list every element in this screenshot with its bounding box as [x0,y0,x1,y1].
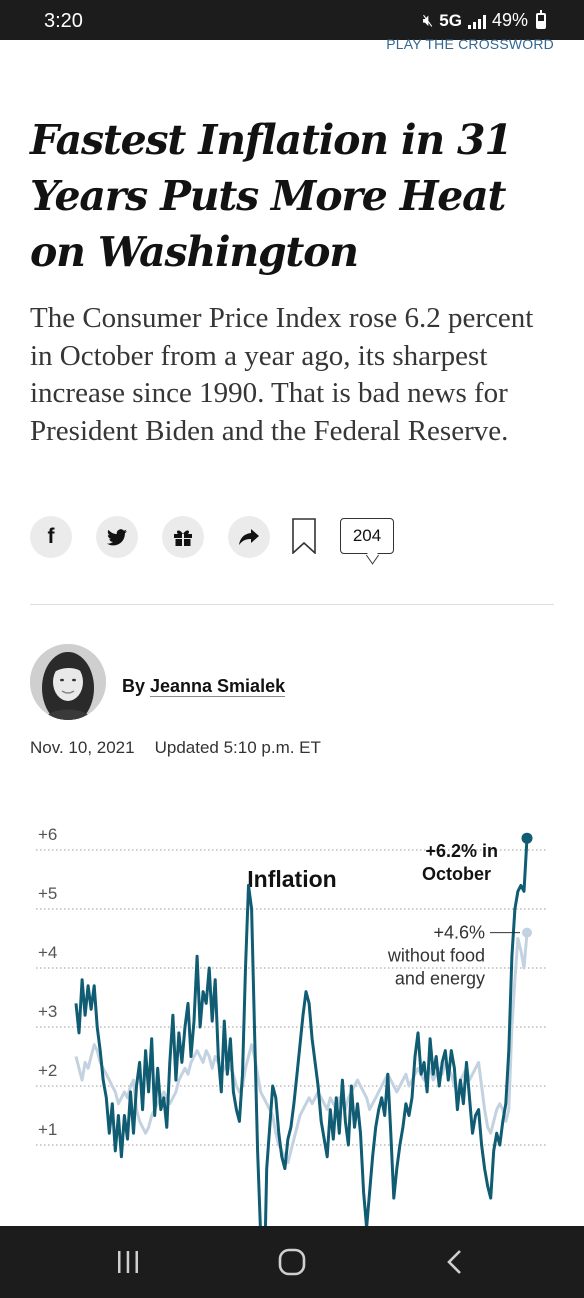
mute-icon: 🔇︎ [422,10,434,30]
article-summary: The Consumer Price Index rose 6.2 percen… [30,302,534,447]
publish-date: Nov. 10, 2021 [30,738,135,757]
y-tick-label: +3 [38,1002,57,1021]
back-button[interactable] [434,1244,474,1280]
divider [30,604,554,605]
status-indicators: 🔇︎ 5G 49% [422,9,546,31]
core-annotation: +4.6% without food and energy [387,923,485,989]
bookmark-icon [292,518,316,555]
facebook-icon: f [47,525,55,548]
y-tick-label: +2 [38,1061,57,1080]
inflation-chart-svg: +7%+6+5+4+3+2+1 Inflation +6.2% inOctobe… [36,825,548,1226]
y-tick-label: +4 [38,943,57,962]
crossword-link[interactable]: PLAY THE CROSSWORD [386,36,554,52]
home-button[interactable] [272,1244,312,1280]
inflation-chart: +7%+6+5+4+3+2+1 Inflation +6.2% inOctobe… [0,800,584,1226]
author-photo [30,644,106,720]
chart-title: Inflation [247,866,336,892]
signal-icon [467,13,486,29]
y-tick-label: +6 [38,825,57,844]
headline-annotation: +6.2% in October [422,841,498,884]
share-arrow-icon [239,529,259,545]
twitter-share-button[interactable] [96,516,138,558]
comment-count: 204 [352,526,382,545]
core-end-point [522,927,532,938]
headline-end-point [521,832,533,844]
status-bar: 3:20 🔇︎ 5G 49% [0,0,584,40]
status-time: 3:20 [44,10,83,32]
byline-prefix: By [122,676,151,696]
share-button[interactable] [228,516,270,558]
article-headline: Fastest Inflation in 31 Years Puts More … [30,116,513,276]
system-nav-bar [0,1226,584,1298]
author-link[interactable]: Jeanna Smialek [150,676,286,697]
back-icon [447,1250,461,1274]
save-bookmark-button[interactable] [292,518,316,559]
y-tick-label: +5 [38,884,57,903]
twitter-icon [107,528,127,545]
recent-apps-button[interactable] [108,1244,148,1280]
home-icon [278,1248,306,1276]
gift-icon [174,530,192,546]
recent-apps-icon [118,1251,138,1273]
gift-article-button[interactable] [162,516,204,558]
battery-level: 49% [491,10,528,30]
core-inflation-line [74,932,529,1165]
y-tick-label: +1 [38,1120,57,1139]
share-toolbar: f 204 [30,516,410,560]
facebook-share-button[interactable]: f [30,516,72,558]
battery-icon [536,9,546,29]
headline-inflation-line [74,838,529,1226]
byline: By Jeanna Smialek [122,676,286,697]
author-avatar [30,644,106,720]
comments-button[interactable]: 204 [340,518,394,554]
updated-time: Updated 5:10 p.m. ET [154,738,321,757]
network-type: 5G [439,10,462,30]
dateline: Nov. 10, 2021 Updated 5:10 p.m. ET [30,738,321,758]
